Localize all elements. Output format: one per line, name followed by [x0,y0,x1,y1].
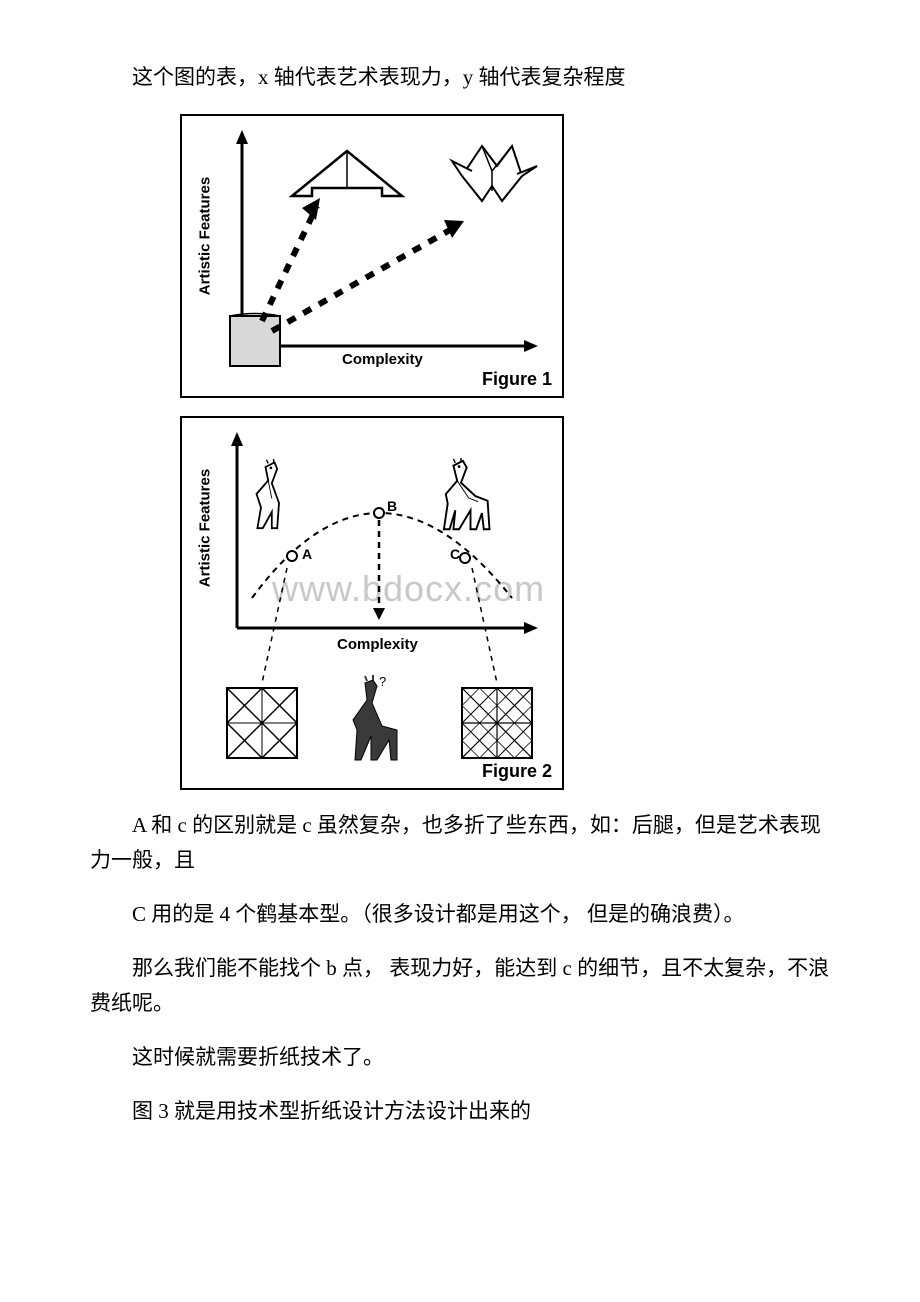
fig1-x-axis-label: Complexity [342,351,423,368]
figures-container: Artistic Features [180,114,830,790]
figure-1: Artistic Features [180,114,564,398]
fig1-y-axis-label: Artistic Features [197,177,214,295]
paragraph-2: A 和 c 的区别就是 c 虽然复杂，也多折了些东西，如：后腿，但是艺术表现力一… [90,808,830,879]
paragraph-3: C 用的是 4 个鹤基本型。（很多设计都是用这个， 但是的确浪费）。 [90,897,830,933]
figure-2-svg: ? [182,418,562,788]
paragraph-1: 这个图的表，x 轴代表艺术表现力，y 轴代表复杂程度 [90,60,830,96]
figure-1-label: Figure 1 [482,369,552,390]
svg-text:?: ? [379,674,386,689]
paragraph-6: 图 3 就是用技术型折纸设计方法设计出来的 [90,1094,830,1130]
paragraph-5: 这时候就需要折纸技术了。 [90,1040,830,1076]
page-content: 这个图的表，x 轴代表艺术表现力，y 轴代表复杂程度 Artistic Feat… [0,0,920,1208]
paragraph-4: 那么我们能不能找个 b 点， 表现力好，能达到 c 的细节，且不太复杂，不浪费纸… [90,951,830,1022]
figure-2: Artistic Features www.bdocx.com [180,416,564,790]
